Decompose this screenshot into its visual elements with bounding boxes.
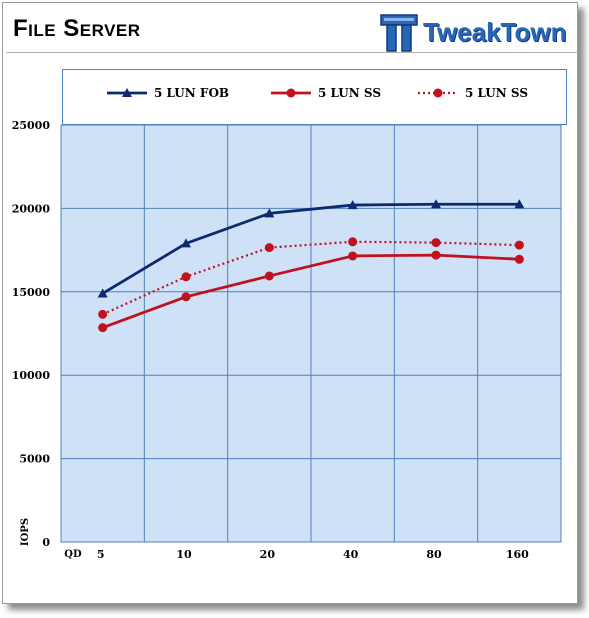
legend-label: 5 LUN SS [318,86,381,100]
legend-entry-2: 5 LUN SS [271,86,381,100]
tweaktown-logo: TweakTown [379,11,571,55]
series-2 [98,250,524,333]
y-axis-label: IOPS [20,518,31,546]
y-tick-label: 5000 [19,453,50,466]
series-line [102,240,520,316]
logo-text: TweakTown [423,17,567,47]
data-point [181,238,191,248]
x-tick-label: 160 [506,548,529,561]
legend-label: 5 LUN SS [465,86,528,100]
y-tick-label: 25000 [12,119,51,132]
data-point [514,199,525,209]
header-divider [6,52,578,53]
data-point [347,200,358,210]
y-tick-label: 0 [42,536,50,549]
data-point [181,292,191,302]
data-point [431,238,441,248]
data-point [514,240,524,250]
axes: 0 5000 10000 15000 20000 25000 5 10 20 40 80 160 QD I… [12,119,529,561]
series-line [101,202,520,295]
data-point [98,309,108,319]
x-tick-label: 40 [343,548,359,561]
y-tick-label: 20000 [12,202,51,215]
legend-entry-1: 5 LUN FOB [107,86,229,100]
tweaktown-logo-icon [380,14,418,52]
legend: 5 LUN FOB 5 LUN SS 5 LUN SS [107,86,528,100]
y-tick-label: 15000 [12,286,51,299]
series-1 [97,199,525,298]
x-tick-label: 20 [260,548,276,561]
data-point [264,271,274,281]
series-3 [98,237,524,319]
page-title: File Server [13,15,141,42]
data-point [98,323,108,333]
x-tick-label: 5 [97,548,105,561]
legend-marker [433,88,443,98]
data-point [97,288,108,298]
x-tick-label: 10 [176,548,192,561]
data-point [348,251,358,261]
x-axis-label: QD [64,549,82,560]
legend-marker [286,88,296,98]
data-point [431,250,441,260]
legend-label: 5 LUN FOB [154,86,229,100]
legend-marker [122,88,132,97]
data-point [431,199,441,209]
y-tick-label: 10000 [12,369,51,382]
series [97,199,525,333]
data-point [264,208,275,218]
x-tick-label: 80 [426,548,442,561]
series-line [102,253,520,329]
grid [60,124,562,543]
data-point [264,243,274,253]
legend-box [62,69,567,125]
data-point [348,237,358,247]
data-point [514,254,524,264]
data-point [181,272,191,282]
legend-entry-3: 5 LUN SS [418,86,528,100]
